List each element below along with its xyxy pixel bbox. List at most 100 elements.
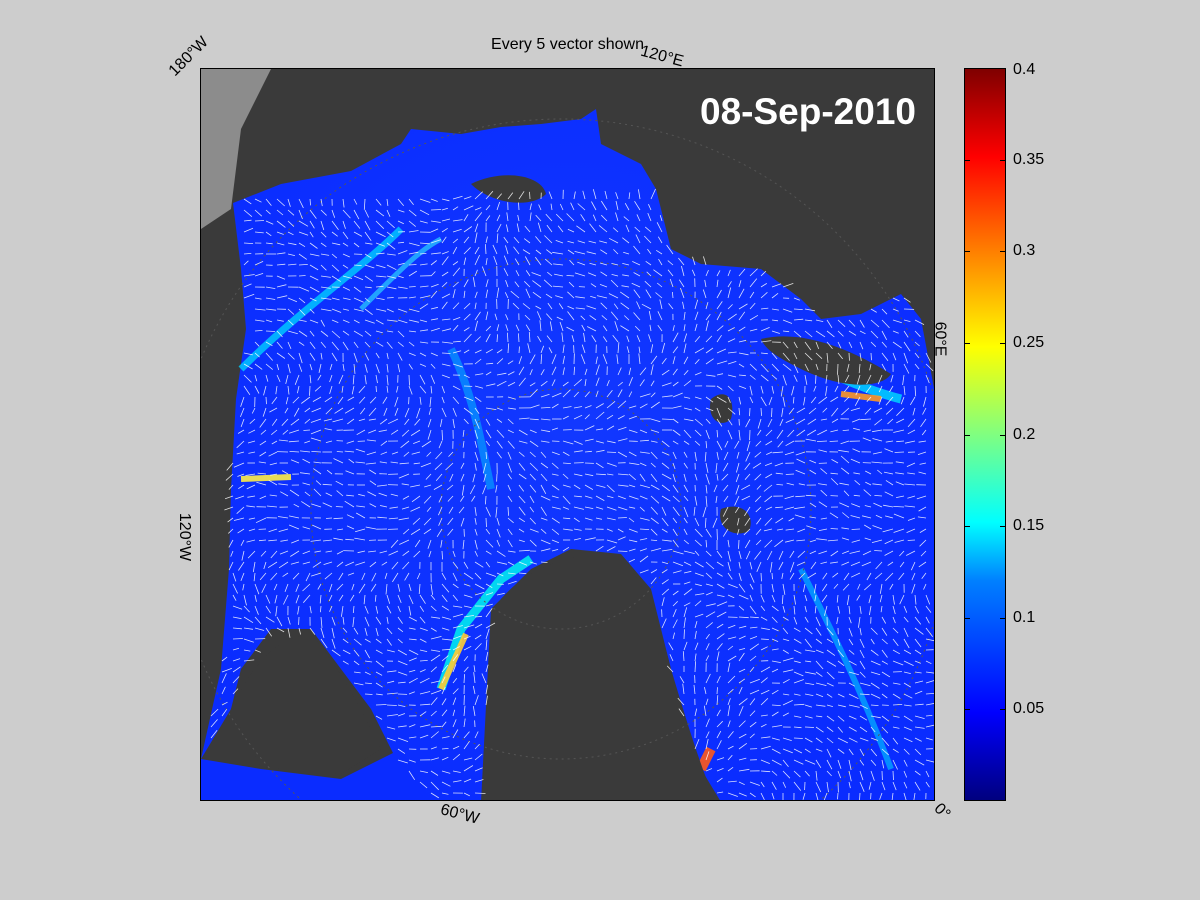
- drift-vector: [255, 517, 267, 524]
- drift-vector: [899, 550, 905, 557]
- drift-vector: [463, 257, 467, 266]
- drift-vector: [798, 572, 806, 580]
- drift-vector: [837, 374, 840, 384]
- drift-vector: [323, 418, 333, 422]
- drift-vector: [738, 363, 745, 368]
- drift-vector: [771, 363, 780, 372]
- drift-vector: [766, 451, 773, 455]
- drift-vector: [441, 227, 448, 233]
- drift-vector: [320, 616, 323, 628]
- drift-vector: [386, 385, 389, 393]
- drift-vector: [481, 266, 487, 277]
- drift-vector: [310, 429, 322, 435]
- drift-vector: [269, 494, 278, 497]
- drift-vector: [881, 627, 888, 636]
- drift-vector: [485, 651, 489, 662]
- drift-vector: [535, 305, 542, 310]
- drift-vector: [386, 209, 391, 217]
- drift-vector: [837, 715, 845, 722]
- drift-vector: [899, 594, 905, 605]
- drift-vector: [230, 550, 234, 557]
- drift-vector: [716, 611, 727, 618]
- drift-vector: [421, 440, 432, 448]
- drift-vector: [448, 451, 454, 457]
- drift-vector: [591, 335, 597, 343]
- drift-vector: [875, 561, 883, 570]
- drift-vector: [859, 737, 869, 742]
- drift-vector: [368, 407, 377, 417]
- drift-vector: [445, 462, 454, 471]
- drift-vector: [364, 616, 370, 627]
- drift-vector: [551, 517, 560, 524]
- drift-vector: [859, 330, 866, 335]
- colorbar-tick-mark: [964, 434, 970, 436]
- drift-vector: [584, 517, 593, 521]
- drift-vector: [880, 605, 883, 613]
- drift-vector: [452, 753, 461, 761]
- drift-vector: [386, 363, 389, 373]
- drift-vector: [683, 629, 685, 640]
- drift-vector: [364, 649, 371, 659]
- drift-vector: [452, 317, 461, 321]
- drift-vector: [672, 462, 676, 470]
- drift-vector: [872, 525, 883, 530]
- drift-vector: [285, 374, 289, 385]
- drift-vector: [505, 280, 509, 288]
- drift-vector: [830, 396, 839, 402]
- drift-vector: [474, 506, 477, 516]
- drift-vector: [463, 778, 472, 783]
- drift-vector: [336, 561, 344, 568]
- drift-vector: [540, 484, 547, 494]
- drift-vector: [265, 231, 272, 237]
- drift-vector: [738, 429, 741, 441]
- drift-vector: [364, 231, 372, 242]
- drift-vector: [910, 561, 916, 571]
- drift-vector: [368, 418, 377, 421]
- drift-vector: [716, 334, 722, 343]
- drift-vector: [386, 737, 396, 742]
- drift-vector: [309, 605, 312, 614]
- drift-vector: [878, 396, 883, 405]
- drift-vector: [826, 627, 834, 636]
- drift-vector: [848, 330, 857, 336]
- drift-vector: [744, 517, 751, 526]
- drift-vector: [881, 363, 887, 371]
- drift-vector: [716, 601, 728, 607]
- drift-vector: [653, 269, 663, 277]
- drift-vector: [716, 594, 725, 597]
- drift-vector: [727, 407, 736, 415]
- drift-vector: [345, 561, 355, 567]
- drift-vector: [571, 335, 575, 343]
- drift-vector: [852, 427, 861, 431]
- drift-vector: [331, 341, 340, 351]
- drift-vector: [375, 275, 387, 278]
- drift-vector: [345, 538, 355, 541]
- drift-vector: [780, 385, 784, 397]
- drift-vector: [254, 261, 264, 266]
- drift-vector: [369, 503, 377, 508]
- drift-vector: [760, 396, 767, 407]
- drift-vector: [804, 660, 812, 663]
- drift-vector: [749, 385, 753, 396]
- drift-vector: [496, 528, 501, 538]
- drift-vector: [474, 743, 480, 750]
- drift-vector: [683, 517, 688, 524]
- drift-vector: [738, 583, 746, 593]
- drift-vector: [341, 385, 344, 393]
- drift-vector: [848, 352, 850, 361]
- date-label: 08-Sep-2010: [700, 91, 916, 132]
- drift-vector: [650, 506, 658, 515]
- drift-vector: [628, 367, 632, 376]
- drift-vector: [325, 550, 333, 553]
- drift-vector: [408, 374, 410, 386]
- drift-vector: [388, 418, 399, 425]
- drift-vector: [320, 264, 327, 271]
- drift-vector: [738, 303, 748, 310]
- drift-vector: [461, 484, 465, 496]
- drift-vector: [369, 396, 377, 404]
- drift-vector: [615, 192, 619, 200]
- drift-vector: [265, 297, 276, 300]
- drift-vector: [243, 649, 251, 652]
- drift-vector: [369, 561, 377, 568]
- drift-vector: [280, 539, 289, 542]
